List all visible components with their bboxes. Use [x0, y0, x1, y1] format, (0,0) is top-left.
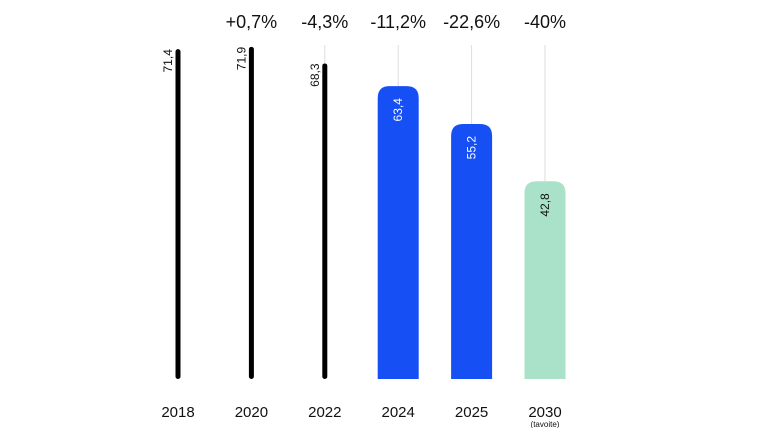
bar — [322, 63, 328, 379]
x-tick-label: 2020 — [235, 404, 268, 421]
value-label: 63,4 — [391, 98, 405, 122]
change-label: -40% — [524, 12, 566, 32]
x-tick-label: 2025 — [455, 404, 488, 421]
x-tick-note: (tavoite) — [531, 420, 560, 428]
change-label: -4,3% — [301, 12, 348, 32]
value-label: 71,9 — [234, 46, 248, 70]
change-label: -22,6% — [443, 12, 500, 32]
value-label: 68,3 — [308, 63, 322, 87]
change-label: +0,7% — [226, 12, 278, 32]
bar — [377, 86, 419, 379]
x-tick-label: 2022 — [308, 404, 341, 421]
change-label: -11,2% — [370, 12, 426, 32]
x-tick-label: 2024 — [382, 404, 415, 421]
value-label: 71,4 — [161, 49, 175, 73]
bar — [451, 123, 493, 379]
x-tick-label: 2018 — [161, 404, 194, 421]
bar — [524, 181, 566, 379]
value-label: 42,8 — [538, 193, 552, 217]
bar — [175, 49, 181, 380]
bar — [248, 46, 254, 380]
value-label: 55,2 — [465, 136, 479, 160]
x-tick-label: 2030 — [528, 404, 561, 421]
